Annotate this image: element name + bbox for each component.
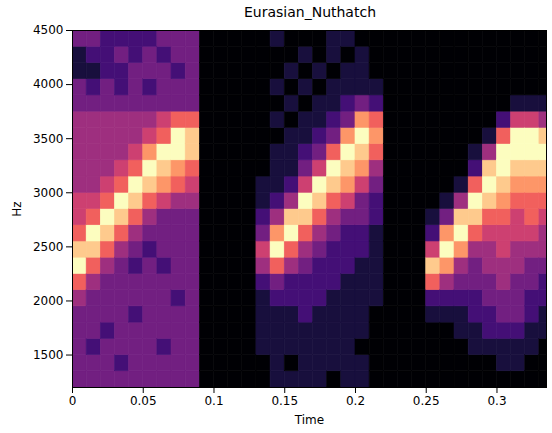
svg-text:0.25: 0.25 xyxy=(413,394,440,408)
html-text:Eurasian_Nuthatch: Eurasian_Nuthatch xyxy=(244,4,376,20)
svg-text:0: 0 xyxy=(69,394,77,408)
svg-text:4000: 4000 xyxy=(33,77,64,91)
svg-text:0.05: 0.05 xyxy=(130,394,157,408)
svg-text:3500: 3500 xyxy=(33,132,64,146)
svg-text:0.15: 0.15 xyxy=(271,394,298,408)
svg-text:3000: 3000 xyxy=(33,186,64,200)
svg-text:2000: 2000 xyxy=(33,294,64,308)
svg-text:1500: 1500 xyxy=(33,348,64,362)
svg-text:2500: 2500 xyxy=(33,240,64,254)
svg-text:Time: Time xyxy=(294,413,324,427)
svg-text:Hz: Hz xyxy=(10,201,24,216)
svg-text:0.2: 0.2 xyxy=(346,394,365,408)
svg-text:0.1: 0.1 xyxy=(204,394,223,408)
svg-text:4500: 4500 xyxy=(33,24,64,37)
svg-text:0.3: 0.3 xyxy=(487,394,506,408)
